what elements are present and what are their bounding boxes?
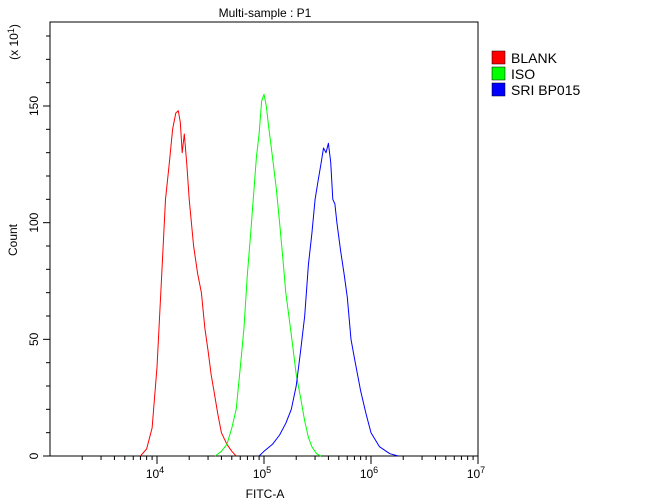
legend-swatch	[491, 50, 506, 65]
series-line-blank	[140, 110, 237, 457]
y-axis: 0 50 100 150	[27, 35, 50, 459]
y-tick-label: 150	[27, 96, 41, 116]
x-tick-label: 104	[146, 465, 164, 481]
x-tick-label: 106	[360, 465, 378, 481]
chart-title: Multi-sample : P1	[219, 6, 312, 20]
y-tick-label: 50	[27, 332, 41, 346]
x-axis-label: FITC-A	[246, 487, 285, 501]
series-line-sri-bp015	[258, 142, 399, 457]
y-axis-label: Count	[6, 223, 20, 256]
x-axis: 104 105 106 107	[81, 456, 485, 481]
legend-label: SRI BP015	[511, 82, 580, 98]
x-tick-label: 107	[467, 465, 485, 481]
legend-swatch	[491, 82, 506, 97]
y-multiplier-label: (x 101)	[6, 24, 21, 60]
legend-swatch	[491, 66, 506, 81]
series-line-iso	[214, 93, 322, 457]
plot-frame	[49, 21, 479, 457]
y-tick-label: 0	[27, 452, 41, 459]
plot-lines	[140, 93, 399, 457]
y-tick-label: 100	[27, 212, 41, 232]
legend-label: BLANK	[511, 50, 558, 66]
legend-label: ISO	[511, 66, 535, 82]
x-tick-label: 105	[253, 465, 271, 481]
